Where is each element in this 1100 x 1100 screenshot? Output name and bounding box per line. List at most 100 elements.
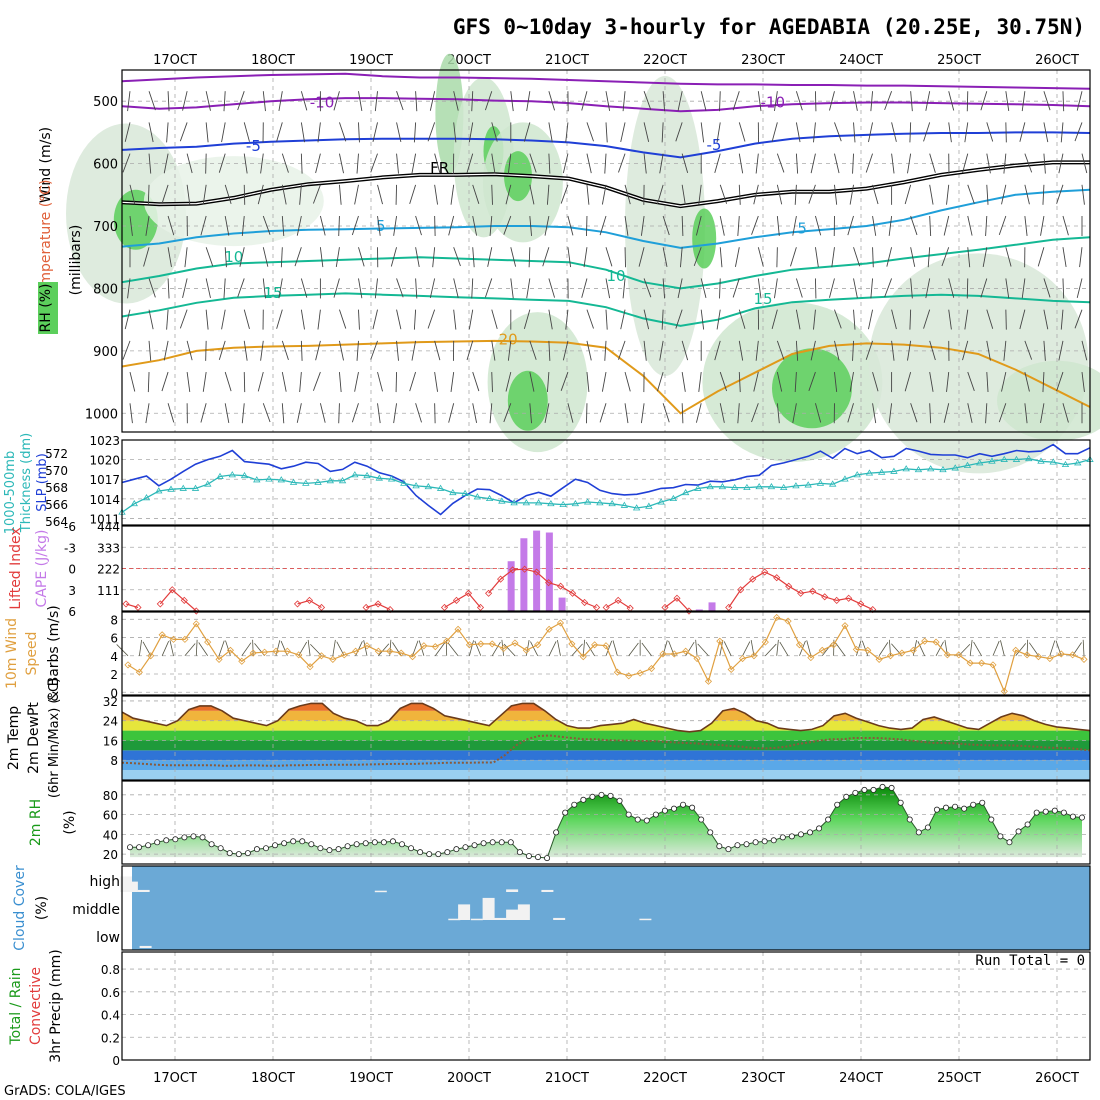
wind-barb [489, 215, 493, 236]
ylabel-thickness-2-part-0: Thickness (dm) [19, 433, 34, 533]
wind-barb [224, 371, 232, 392]
wind-barb [910, 247, 916, 267]
thickness-marker [1074, 459, 1082, 466]
wind-speed-marker [932, 638, 940, 646]
wind-barb [884, 278, 893, 298]
rh-marker [262, 845, 269, 852]
ylabel-thickness-1: 1000-500mb [3, 451, 18, 535]
ylabel-lifted-index: Lifted Index [8, 527, 24, 609]
wind-speed-marker [420, 642, 428, 650]
ylabel-2m-rh-part-0: 2m RH [28, 799, 44, 846]
thickness-marker [167, 485, 175, 492]
wind-barb [985, 216, 988, 237]
wind-barb [586, 122, 594, 142]
wind-speed-marker [841, 622, 849, 630]
cape-bar-0 [507, 561, 515, 611]
wind-barb [868, 309, 874, 330]
cloud-bar-15 [639, 918, 652, 921]
wind-barb [624, 184, 631, 205]
wind-barb [415, 278, 418, 299]
wind-barb [943, 403, 950, 423]
thickness-marker [1025, 454, 1033, 462]
wind-barb-10m [992, 640, 1000, 656]
ylabel-barbs-part-0: & Barbs (m/s) [46, 605, 62, 702]
thickness-marker [730, 483, 739, 490]
wind-barb-10m [582, 639, 586, 656]
thickness-marker [265, 475, 273, 482]
rh-marker [244, 850, 251, 857]
cape-tick-111: 111 [97, 584, 120, 598]
cape-tick-222: 222 [97, 563, 120, 577]
wind-barb [700, 278, 707, 298]
contour-label-0: -10 [310, 93, 335, 111]
wind-barb [586, 309, 594, 329]
wind-barb-10m [447, 642, 459, 657]
rh-marker [136, 844, 143, 851]
cloud-bar-6 [458, 904, 471, 920]
wind-barb [396, 153, 399, 174]
wind-barb [719, 278, 721, 299]
wind-barb-10m [389, 639, 392, 656]
wind-barb [396, 309, 402, 330]
wind-barb [794, 184, 797, 205]
wind-barb [358, 91, 363, 111]
wind-barb [562, 153, 569, 174]
wind-barb [581, 91, 588, 111]
top-date-22OCT: 22OCT [643, 53, 687, 68]
wind-barb [986, 340, 991, 361]
bottom-date-22OCT: 22OCT [643, 1071, 687, 1086]
wind-barb [643, 122, 650, 142]
top-date-20OCT: 20OCT [447, 53, 491, 68]
rh-marker [943, 804, 950, 811]
wind-barb [338, 340, 344, 361]
wind-barb [372, 309, 378, 330]
thickness-marker [976, 459, 984, 466]
wind-barb [179, 122, 188, 142]
thickness-marker [302, 479, 310, 486]
wind-barb [260, 340, 264, 361]
ylabel-3hr-precip-part-0: 3hr Precip (mm) [48, 949, 64, 1062]
wind-barb [429, 278, 436, 299]
wind-barb [161, 371, 169, 392]
rh-marker [335, 846, 342, 853]
precip-tick-0: 0 [112, 1054, 120, 1068]
wind-barb [640, 403, 645, 424]
wind-barb [834, 340, 840, 361]
wind-barb [662, 247, 668, 267]
wind-barb [738, 122, 746, 142]
wind-barb [737, 216, 740, 237]
ylabel-wind-part-0: Wind (m/s) [38, 127, 54, 203]
li-tick--6: -6 [64, 520, 76, 534]
wind-barb [205, 91, 211, 111]
wind-barb-10m [161, 641, 170, 656]
wind-barb-10m [668, 640, 675, 656]
wind-barb [434, 153, 441, 174]
wind-barb [986, 122, 994, 142]
wind-barb [719, 403, 725, 423]
wind-barb [1042, 372, 1045, 393]
rh-marker [779, 834, 786, 841]
bottom-date-24OCT: 24OCT [839, 1071, 883, 1086]
wind-speed-marker [568, 640, 576, 648]
wind-barb [904, 184, 912, 205]
ylabel-millibars-part-0: (millibars) [68, 225, 84, 296]
wind-barb [680, 247, 683, 268]
wind-speed-marker [807, 654, 815, 662]
wind-barb [396, 122, 402, 143]
wind-barb-10m [195, 639, 198, 656]
wind-barb [1021, 278, 1026, 299]
wind-barb [548, 122, 553, 143]
rh-marker [1024, 821, 1031, 828]
thickness-marker [890, 467, 898, 474]
li-marker [581, 598, 589, 607]
rh-marker [181, 834, 188, 841]
instability-panel: -6 -3 0 3 6 444 333 222 111 Lifted Index CAPE (J/k… [8, 520, 1091, 619]
wind-barb [299, 184, 302, 205]
wind-barb [529, 371, 535, 392]
wind-barb [967, 215, 973, 236]
thickness-marker [424, 482, 433, 490]
wind-tick-6: 6 [110, 632, 118, 646]
wind-barb [472, 247, 475, 268]
wind-barb-10m [695, 639, 698, 656]
wind-barb [834, 122, 842, 142]
